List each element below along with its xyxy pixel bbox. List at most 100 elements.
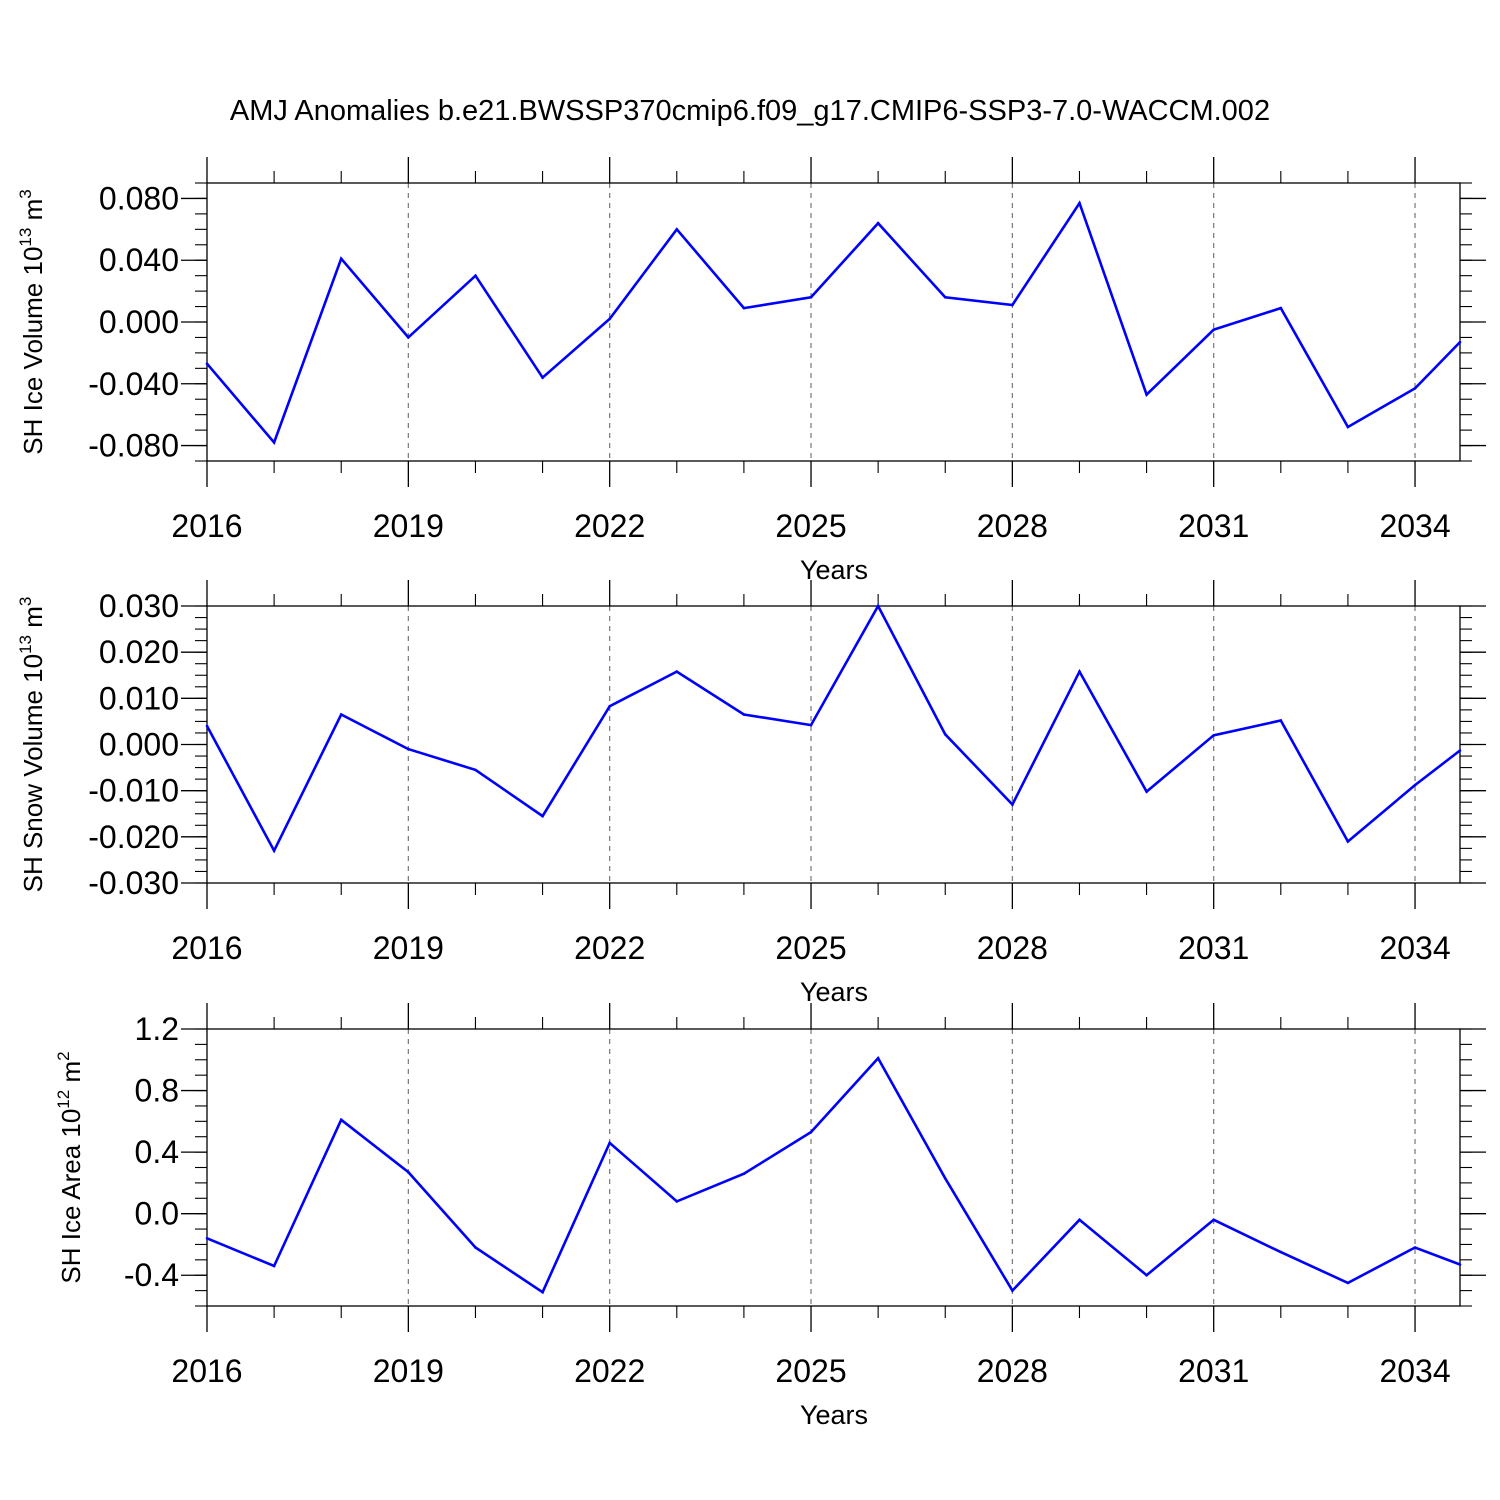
x-tick-label: 2022	[574, 930, 645, 966]
series-line-sh-snow-volume	[205, 603, 1461, 854]
panel-sh-ice-area: 1.2 0.8 0.4 0.0 -0.4 2016 2019 2022 2025 2028 2031…	[54, 1003, 1486, 1430]
y-tick-label: 0.030	[99, 588, 179, 624]
y-tick-label: -0.080	[88, 428, 179, 464]
data-point	[1458, 1263, 1462, 1266]
x-tick-label: 2025	[775, 508, 846, 544]
y-axis-label: SH Snow Volume 1013 m3	[16, 597, 48, 893]
x-tick-label: 2034	[1379, 930, 1450, 966]
x-tick-label: 2016	[171, 508, 242, 544]
x-tick-label: 2028	[977, 1353, 1048, 1389]
x-tick-label: 2019	[373, 1353, 444, 1389]
data-point	[474, 768, 477, 772]
data-point	[1458, 340, 1462, 344]
x-tick-label: 2025	[775, 1353, 846, 1389]
x-axis-label: Years	[800, 1400, 868, 1430]
data-point	[742, 1172, 746, 1175]
data-point	[1145, 790, 1148, 793]
data-point	[407, 336, 410, 339]
data-point	[541, 1290, 544, 1294]
y-tick-label: -0.010	[88, 773, 179, 809]
data-point	[876, 1056, 880, 1060]
x-tick-label: 2016	[171, 930, 242, 966]
data-point	[742, 306, 746, 310]
y-tick-label: 0.080	[99, 180, 179, 216]
x-tick-label: 2028	[977, 508, 1048, 544]
x-tick-label: 2034	[1379, 508, 1450, 544]
data-point	[876, 221, 880, 225]
data-point	[272, 849, 276, 852]
data-point	[1346, 840, 1350, 843]
plot-frame	[206, 1028, 1461, 1307]
data-point	[943, 296, 947, 299]
data-point	[474, 1246, 477, 1249]
x-tick-label: 2031	[1178, 508, 1249, 544]
x-tick-label: 2028	[977, 930, 1048, 966]
x-tick-label: 2025	[775, 930, 846, 966]
data-point	[675, 1200, 679, 1203]
x-tick-label: 2022	[574, 1353, 645, 1389]
y-tick-label: -0.040	[88, 366, 179, 402]
data-point	[608, 1141, 611, 1145]
panels: 0.080 0.040 0.000 -0.040 -0.080 2016 2019 2022 2…	[16, 157, 1486, 1430]
y-tick-label: 0.000	[99, 304, 179, 340]
data-point	[1413, 783, 1417, 787]
y-tick-label: 0.040	[99, 242, 179, 278]
data-point	[407, 747, 410, 751]
data-point	[742, 713, 746, 716]
data-point	[339, 1118, 343, 1122]
x-tick-label: 2031	[1178, 1353, 1249, 1389]
y-tick-label: 1.2	[135, 1011, 179, 1047]
data-point	[1279, 719, 1283, 722]
y-tick-label: 0.8	[135, 1073, 179, 1109]
data-point	[1212, 1218, 1215, 1222]
y-tick-label: 0.4	[135, 1134, 179, 1170]
x-tick-label: 2016	[171, 1353, 242, 1389]
data-point	[876, 604, 880, 608]
data-point	[205, 724, 209, 728]
data-point	[1145, 393, 1148, 396]
data-point	[205, 362, 209, 366]
data-point	[1413, 1246, 1417, 1249]
series-line-sh-ice-volume	[206, 200, 1461, 446]
y-axis-label: SH Ice Area 1012 m2	[54, 1051, 86, 1283]
data-point	[407, 1170, 410, 1174]
data-point	[1279, 1250, 1283, 1254]
y-tick-label: 0.000	[99, 727, 179, 763]
plot-frame	[206, 605, 1461, 884]
y-tick-label: 0.010	[99, 680, 179, 716]
y-tick-label: -0.020	[88, 819, 179, 855]
data-point	[1078, 670, 1081, 673]
figure-title: AMJ Anomalies b.e21.BWSSP370cmip6.f09_g1…	[230, 95, 1270, 127]
data-point	[474, 274, 477, 278]
data-point	[1346, 425, 1350, 429]
data-point	[675, 670, 679, 673]
y-tick-label: -0.030	[88, 865, 179, 901]
data-point	[1078, 201, 1081, 205]
data-point	[1279, 306, 1283, 310]
series-line-sh-ice-area	[206, 1055, 1461, 1295]
data-point	[608, 704, 611, 708]
data-point	[1413, 387, 1417, 390]
x-tick-label: 2034	[1379, 1353, 1450, 1389]
data-point	[541, 814, 544, 818]
data-point	[205, 1237, 209, 1240]
data-point	[675, 228, 679, 231]
y-axis-label: SH Ice Volume 1013 m3	[16, 189, 48, 454]
data-point	[541, 376, 544, 379]
data-point	[339, 257, 343, 261]
y-tick-label: -0.4	[124, 1257, 179, 1293]
data-point	[1011, 303, 1014, 307]
data-point	[809, 296, 813, 299]
panel-sh-ice-volume: 0.080 0.040 0.000 -0.040 -0.080 2016 2019 2022 2…	[16, 157, 1486, 585]
x-tick-label: 2031	[1178, 930, 1249, 966]
data-point	[809, 723, 813, 727]
x-tick-label: 2019	[373, 508, 444, 544]
data-point	[943, 1177, 947, 1180]
data-point	[272, 441, 276, 444]
x-tick-label: 2022	[574, 508, 645, 544]
data-point	[608, 317, 611, 321]
data-point	[943, 733, 947, 736]
data-point	[339, 713, 343, 716]
y-tick-label: 0.0	[135, 1196, 179, 1232]
data-point	[1011, 803, 1014, 806]
